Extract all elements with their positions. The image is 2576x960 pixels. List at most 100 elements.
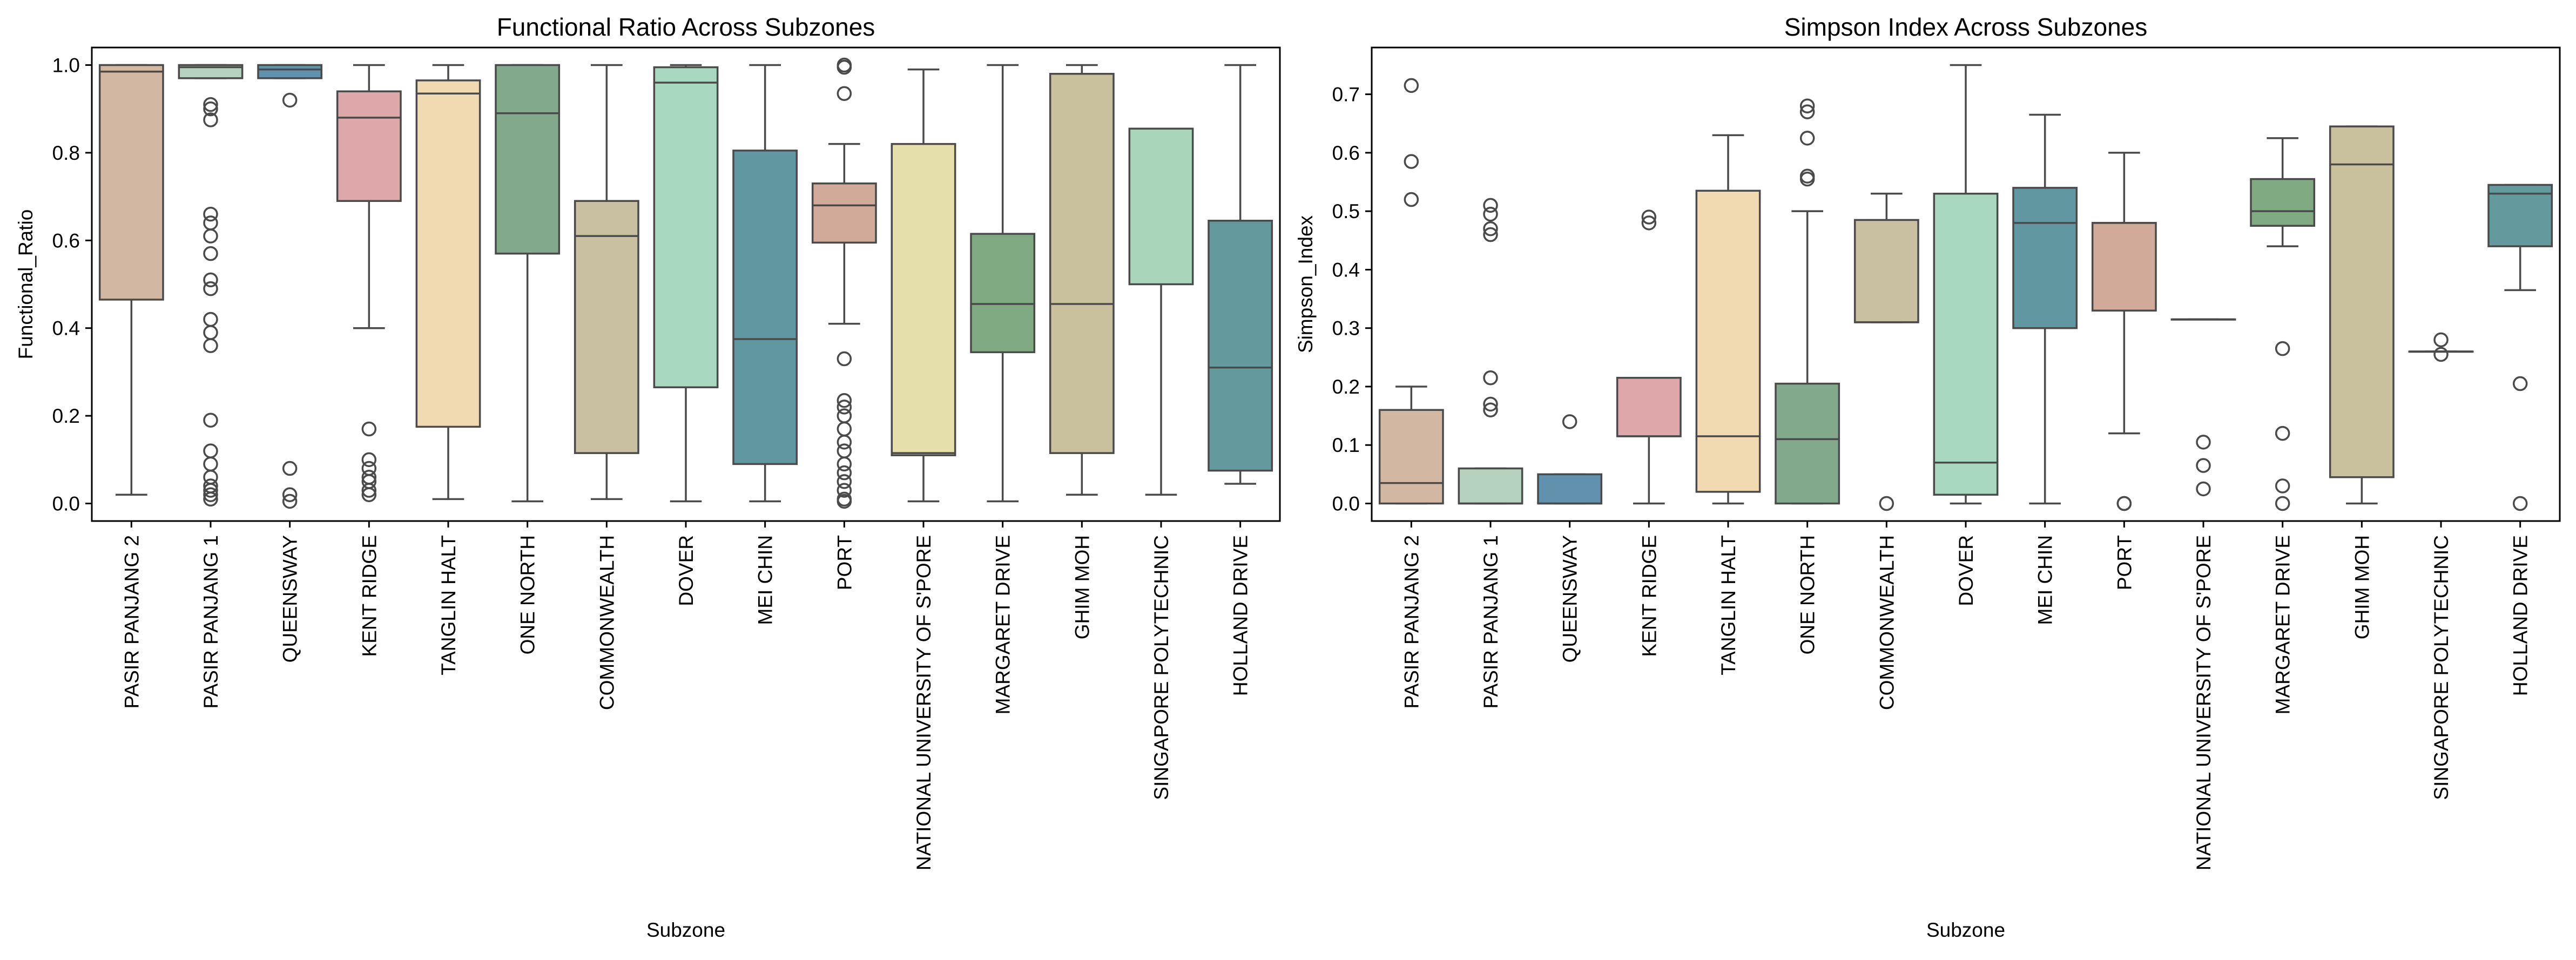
outlier-point bbox=[2433, 347, 2449, 362]
box-group bbox=[1378, 78, 1444, 505]
box-iqr bbox=[1378, 409, 1444, 505]
x-tick-label: GHIM MOH bbox=[2351, 535, 2373, 639]
y-axis-label: Simpson_Index bbox=[1294, 215, 1317, 353]
outlier-point bbox=[203, 443, 218, 458]
outlier-point bbox=[1404, 154, 1419, 169]
outlier-point bbox=[837, 351, 852, 367]
functional-ratio-chart: Functional Ratio Across Subzones 0.0 0.2 0.… bbox=[15, 13, 1281, 941]
box-group bbox=[257, 64, 323, 509]
x-tick-label: NATIONAL UNIVERSITY OF S'PORE bbox=[913, 535, 935, 870]
x-axis-label: Subzone bbox=[1926, 919, 2005, 941]
outlier-point bbox=[203, 483, 218, 498]
outlier-point bbox=[2512, 496, 2528, 511]
x-axis-label: Subzone bbox=[646, 919, 725, 941]
box-group bbox=[1616, 209, 1682, 505]
x-tick-label: COMMONWEALTH bbox=[596, 535, 618, 710]
box-iqr bbox=[2329, 125, 2395, 478]
box-group bbox=[1695, 134, 1761, 505]
x-tick-label: MEI CHIN bbox=[754, 535, 777, 625]
outlier-point bbox=[837, 86, 852, 102]
outlier-point bbox=[1799, 98, 1815, 114]
outlier-point bbox=[2275, 425, 2290, 441]
box-group bbox=[891, 68, 956, 503]
box-iqr bbox=[1049, 72, 1115, 454]
box-group bbox=[178, 64, 244, 507]
outlier-point bbox=[203, 281, 218, 296]
outlier-point bbox=[2512, 376, 2528, 391]
x-tick-label: HOLLAND DRIVE bbox=[1230, 535, 1252, 696]
outlier-point bbox=[837, 393, 852, 408]
box-iqr bbox=[653, 66, 719, 389]
outlier-point bbox=[282, 92, 298, 108]
box-iqr bbox=[98, 64, 164, 301]
outlier-point bbox=[1879, 496, 1894, 511]
outlier-point bbox=[837, 443, 852, 458]
outlier-point bbox=[2275, 341, 2290, 356]
x-tick-label: KENT RIDGE bbox=[1638, 535, 1660, 657]
x-tick-label: GHIM MOH bbox=[1071, 535, 1093, 639]
box-group bbox=[574, 64, 639, 501]
box-group bbox=[2012, 113, 2078, 505]
box-iqr bbox=[811, 182, 877, 244]
x-tick-label: TANGLIN HALT bbox=[1717, 535, 1739, 675]
box-group bbox=[415, 64, 481, 501]
x-tick-label: DOVER bbox=[1955, 535, 1977, 606]
outlier-point bbox=[1641, 215, 1657, 231]
outlier-point bbox=[203, 101, 218, 117]
box-iqr bbox=[2250, 178, 2316, 227]
box-group bbox=[1458, 198, 1523, 505]
box-group bbox=[1537, 414, 1603, 505]
outlier-point bbox=[282, 487, 298, 503]
x-tick-label: PASIR PANJANG 1 bbox=[1480, 535, 1502, 708]
outlier-point bbox=[203, 97, 218, 112]
outlier-point bbox=[361, 487, 377, 503]
x-tick-label: ONE NORTH bbox=[1797, 535, 1819, 654]
box-group bbox=[1049, 64, 1115, 496]
y-tick-label: 0.1 bbox=[1332, 434, 1360, 456]
box-iqr bbox=[1208, 220, 1273, 472]
box-group bbox=[1128, 127, 1194, 496]
outlier-point bbox=[2196, 435, 2211, 450]
outlier-point bbox=[203, 246, 218, 261]
outlier-point bbox=[1404, 78, 1419, 93]
box-iqr bbox=[1128, 127, 1194, 286]
outlier-point bbox=[837, 435, 852, 450]
outlier-point bbox=[837, 493, 852, 509]
outlier-point bbox=[1404, 192, 1419, 207]
box-group bbox=[732, 64, 798, 503]
chart-title: Functional Ratio Across Subzones bbox=[497, 13, 875, 41]
outlier-point bbox=[1483, 206, 1498, 222]
outlier-point bbox=[837, 421, 852, 437]
outlier-point bbox=[2116, 496, 2132, 511]
box-iqr bbox=[1616, 376, 1682, 437]
box-group bbox=[1933, 64, 1999, 505]
outlier-point bbox=[203, 487, 218, 503]
box-group bbox=[98, 64, 164, 496]
y-tick-label: 0.3 bbox=[1332, 317, 1360, 340]
box-iqr bbox=[970, 233, 1036, 354]
outlier-point bbox=[361, 452, 377, 468]
x-tick-label: SINGAPORE POLYTECHNIC bbox=[1150, 535, 1172, 800]
x-tick-label: PORT bbox=[2113, 535, 2135, 590]
box-iqr bbox=[336, 90, 402, 202]
box-iqr bbox=[574, 200, 639, 454]
x-tick-label: ONE NORTH bbox=[517, 535, 539, 654]
y-tick-label: 0.4 bbox=[1332, 259, 1360, 281]
box-iqr bbox=[1537, 473, 1603, 505]
y-tick-label: 0.8 bbox=[52, 142, 80, 164]
chart-title: Simpson Index Across Subzones bbox=[1784, 13, 2147, 41]
y-tick-label: 0.6 bbox=[1332, 142, 1360, 164]
plot-area-frame bbox=[1371, 46, 2561, 522]
outlier-point bbox=[1483, 221, 1498, 236]
box-iqr bbox=[257, 64, 323, 79]
outlier-point bbox=[1562, 414, 1577, 429]
box-group bbox=[2170, 318, 2236, 497]
box-iqr bbox=[1933, 192, 1999, 496]
outlier-point bbox=[1799, 104, 1815, 119]
box-group bbox=[2091, 152, 2157, 511]
y-tick-label: 0.2 bbox=[52, 405, 80, 427]
outlier-point bbox=[837, 59, 852, 75]
outlier-point bbox=[203, 491, 218, 507]
box-iqr bbox=[1853, 219, 1919, 323]
box-group bbox=[970, 64, 1036, 503]
